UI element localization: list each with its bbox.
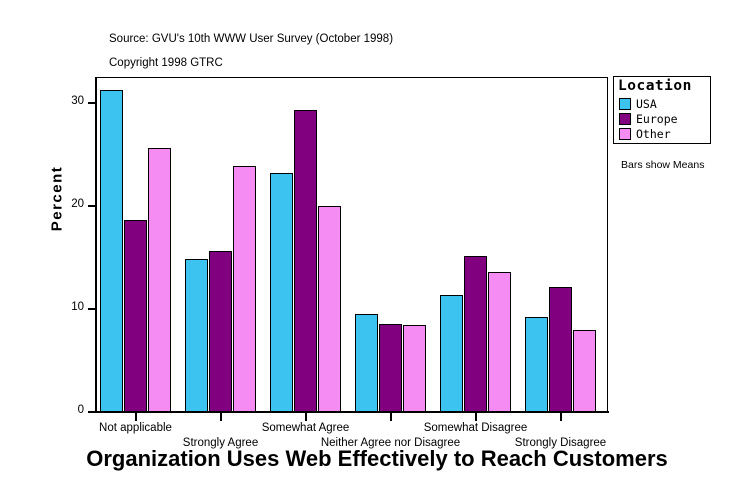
legend-label: Europe <box>636 112 678 126</box>
bar <box>233 165 256 412</box>
x-axis-line <box>88 411 609 413</box>
bar <box>355 314 378 412</box>
x-tick-label: Strongly Agree <box>182 437 259 449</box>
bar <box>270 173 293 412</box>
plot-area <box>96 77 608 413</box>
y-tick-label: 20 <box>71 198 84 210</box>
x-tick-mark <box>389 413 392 421</box>
y-tick-mark <box>88 308 96 310</box>
legend-label: USA <box>636 97 657 111</box>
y-tick-label: 0 <box>77 404 84 416</box>
x-tick-label: Somewhat Agree <box>261 422 350 434</box>
x-tick-mark <box>559 413 562 421</box>
legend-label: Other <box>636 127 671 141</box>
bar <box>124 220 147 412</box>
legend-swatch <box>619 98 631 110</box>
x-tick-label: Not applicable <box>99 422 172 434</box>
x-tick-label: Neither Agree nor Disagree <box>320 437 461 449</box>
legend-swatch <box>619 128 631 140</box>
copyright-note: Copyright 1998 GTRC <box>109 57 223 69</box>
y-tick-label: 10 <box>71 301 84 313</box>
bar <box>379 324 402 412</box>
legend-footnote: Bars show Means <box>621 159 705 171</box>
bar <box>488 271 511 412</box>
x-tick-mark <box>219 413 222 421</box>
bar <box>318 206 341 412</box>
y-tick-mark <box>88 102 96 104</box>
bar <box>209 251 232 412</box>
legend: Location USA Europe Other <box>613 76 711 144</box>
bar <box>573 329 596 412</box>
bar <box>525 317 548 412</box>
legend-swatch <box>619 113 631 125</box>
x-tick-mark <box>134 413 137 421</box>
y-tick-mark <box>88 205 96 207</box>
y-tick-label: 30 <box>71 95 84 107</box>
source-note: Source: GVU's 10th WWW User Survey (Octo… <box>109 33 394 45</box>
bar <box>403 325 426 412</box>
y-axis-line <box>95 77 97 413</box>
bar <box>440 294 463 412</box>
x-tick-mark <box>304 413 307 421</box>
bar <box>148 148 171 412</box>
bar <box>100 89 123 412</box>
legend-title: Location <box>618 78 692 94</box>
bar <box>185 258 208 412</box>
x-tick-label: Somewhat Disagree <box>423 422 528 434</box>
bar <box>549 287 572 412</box>
y-tick-mark <box>88 411 96 413</box>
x-tick-mark <box>474 413 477 421</box>
bar <box>294 110 317 412</box>
x-tick-label: Strongly Disagree <box>514 437 607 449</box>
chart-title: Organization Uses Web Effectively to Rea… <box>86 446 668 471</box>
bar <box>464 256 487 412</box>
